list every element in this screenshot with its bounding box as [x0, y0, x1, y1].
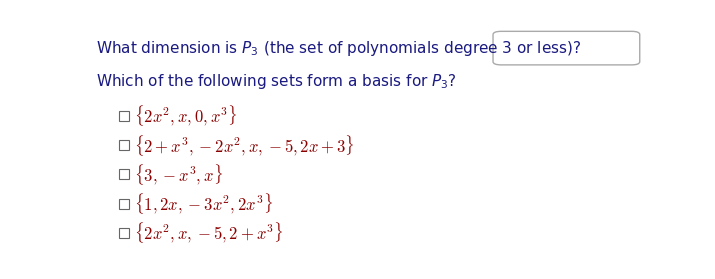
Text: $\{2 + x^3, -2x^2, x, -5, 2x + 3\}$: $\{2 + x^3, -2x^2, x, -5, 2x + 3\}$ [134, 133, 355, 158]
Text: Which of the following sets form a basis for $P_3$?: Which of the following sets form a basis… [96, 72, 456, 91]
FancyBboxPatch shape [119, 169, 129, 179]
Text: $\{1, 2x, -3x^2, 2x^3\}$: $\{1, 2x, -3x^2, 2x^3\}$ [134, 191, 273, 216]
Text: $\{2x^2, x, -5, 2 + x^3\}$: $\{2x^2, x, -5, 2 + x^3\}$ [134, 220, 284, 246]
FancyBboxPatch shape [119, 199, 129, 209]
Text: What dimension is $P_3$ (the set of polynomials degree 3 or less)?: What dimension is $P_3$ (the set of poly… [96, 39, 581, 58]
FancyBboxPatch shape [119, 228, 129, 238]
FancyBboxPatch shape [493, 31, 640, 65]
Text: $\{2x^2, x, 0, x^3\}$: $\{2x^2, x, 0, x^3\}$ [134, 104, 238, 128]
FancyBboxPatch shape [119, 111, 129, 121]
Text: $\{3, -x^3, x\}$: $\{3, -x^3, x\}$ [134, 162, 223, 187]
FancyBboxPatch shape [119, 140, 129, 150]
